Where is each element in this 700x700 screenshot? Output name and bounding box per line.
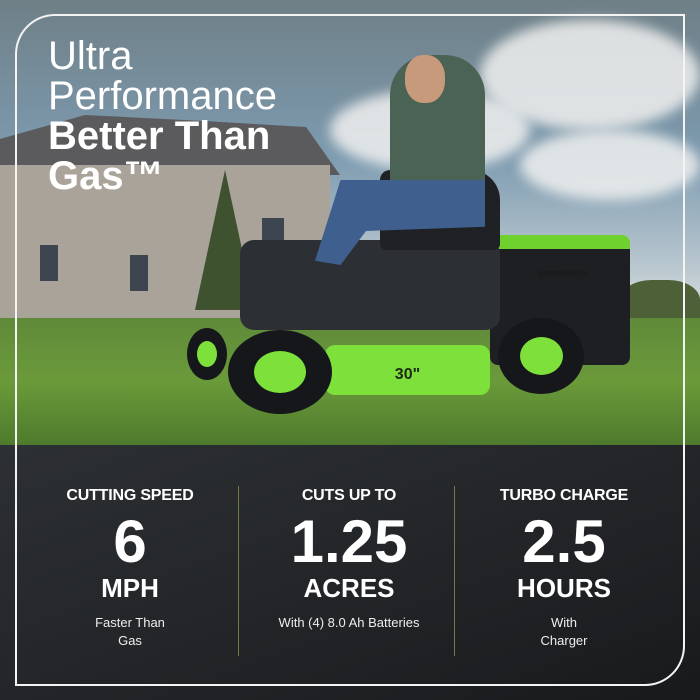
stat-cutting-speed: CUTTING SPEED 6 MPH Faster Than Gas	[30, 487, 230, 650]
house-window	[262, 218, 284, 244]
note-line: Gas	[118, 633, 142, 648]
stat-unit: MPH	[101, 573, 159, 603]
divider	[454, 486, 455, 656]
note-line: Charger	[540, 633, 588, 648]
rider-head	[405, 55, 445, 103]
stat-note: With Charger	[464, 614, 664, 650]
headline-line: Ultra	[48, 34, 133, 78]
stat-unit: ACRES	[303, 573, 395, 603]
stat-area: CUTS UP TO 1.25 ACRES With (4) 8.0 Ah Ba…	[249, 487, 449, 632]
hero-photo: greenworks 30"	[0, 0, 700, 445]
house-window	[40, 245, 58, 281]
headline-line: Gas™	[48, 154, 164, 198]
stat-value: 1.25	[290, 508, 408, 575]
divider	[238, 486, 239, 656]
note-line: Faster Than	[95, 615, 165, 630]
note-line: With (4) 8.0 Ah Batteries	[278, 615, 420, 630]
note-line: With	[551, 615, 577, 630]
stat-label: CUTS UP TO	[301, 487, 397, 504]
stat-value: 6	[113, 508, 147, 575]
house-window	[130, 255, 148, 291]
stat-value: 2.5	[522, 508, 606, 575]
headline-line: Performance	[48, 74, 277, 118]
stat-unit: HOURS	[517, 573, 611, 603]
stat-note: With (4) 8.0 Ah Batteries	[249, 614, 449, 632]
stat-label: CUTTING SPEED	[66, 487, 194, 504]
greenworks-logo: greenworks	[538, 268, 589, 278]
stats-panel	[0, 445, 700, 700]
rear-wheel	[498, 318, 584, 394]
headline: Ultra Performance Better Than Gas™	[48, 36, 277, 196]
mower-body	[240, 240, 500, 330]
stat-label: TURBO CHARGE	[499, 487, 629, 504]
cloud	[520, 130, 700, 200]
headline-line: Better Than	[48, 114, 271, 158]
front-wheel-left	[187, 328, 227, 380]
stat-charge: TURBO CHARGE 2.5 HOURS With Charger	[464, 487, 664, 650]
mower-deck: 30"	[325, 345, 490, 395]
stat-note: Faster Than Gas	[30, 614, 230, 650]
front-wheel	[228, 330, 332, 414]
